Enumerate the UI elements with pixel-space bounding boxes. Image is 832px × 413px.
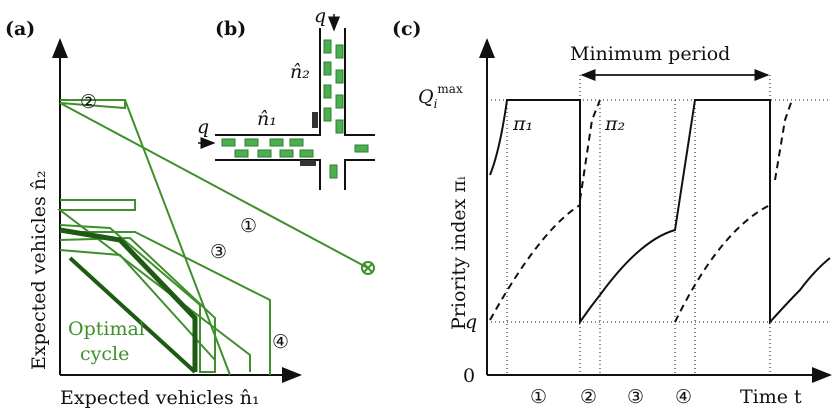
- q-max-sub: i: [434, 97, 438, 111]
- title: Minimum period: [570, 43, 730, 65]
- panel-label: (c): [392, 18, 422, 40]
- inflow-label: q: [197, 116, 209, 138]
- queue-label: n̂₂: [290, 61, 310, 83]
- inflow-label: q: [314, 5, 326, 27]
- curve-label: π₂: [604, 113, 625, 135]
- intersection: [215, 28, 375, 190]
- panel-label: (b): [215, 18, 246, 40]
- phase-label: ④: [675, 386, 692, 408]
- phase-label: ①: [530, 386, 547, 408]
- cycle-label: ①: [240, 215, 257, 237]
- cycle-label: ④: [272, 331, 289, 353]
- optimal-label: Optimal: [68, 318, 145, 340]
- tick-label: Qimax: [418, 82, 463, 111]
- guides: [487, 75, 830, 375]
- y-label: Expected vehicles n̂₂: [28, 170, 50, 370]
- figure: (a) Expected vehicles n̂₂ Expected vehic…: [0, 0, 832, 413]
- tick-label: 0: [463, 365, 475, 387]
- x-label: Time t: [740, 386, 802, 408]
- start-marker: [364, 264, 372, 272]
- panel-label: (a): [5, 18, 35, 40]
- cycle-label: ③: [210, 241, 227, 263]
- curve-pi2: [490, 100, 792, 322]
- x-label: Expected vehicles n̂₁: [60, 387, 260, 409]
- q-max-sup: max: [437, 82, 463, 96]
- curve-pi1: [490, 100, 830, 322]
- traffic-light: [312, 112, 318, 128]
- phase-label: ②: [580, 386, 597, 408]
- cycle-label: ②: [80, 91, 97, 113]
- q-max: Q: [418, 86, 434, 108]
- optimal-label: cycle: [80, 343, 129, 365]
- queue-label: n̂₁: [257, 108, 277, 130]
- phase-label: ③: [627, 386, 644, 408]
- tick-label: q: [465, 311, 477, 333]
- y-label: Priority index πᵢ: [448, 176, 470, 330]
- curve-label: π₁: [512, 113, 533, 135]
- traffic-light: [300, 160, 316, 166]
